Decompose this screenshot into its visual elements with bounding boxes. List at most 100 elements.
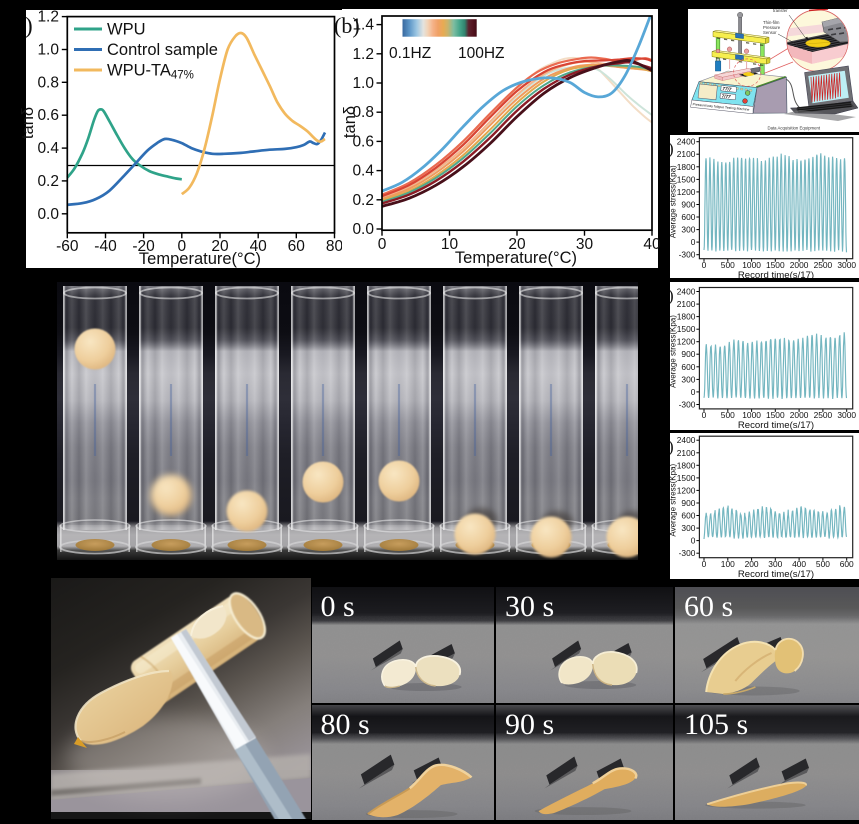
svg-text:600: 600 [840,559,854,569]
svg-text:0: 0 [177,238,186,255]
svg-text:-300: -300 [679,250,696,260]
svg-text:300: 300 [681,523,695,533]
svg-text:1000: 1000 [742,260,761,270]
svg-text:-20: -20 [132,238,155,255]
svg-text:0.8: 0.8 [37,74,59,91]
svg-text:0.4: 0.4 [37,140,59,157]
svg-text:0: 0 [702,260,707,270]
svg-text:0: 0 [691,387,696,397]
svg-text:0.6: 0.6 [37,107,59,124]
svg-text:0.0: 0.0 [352,221,374,238]
svg-text:77/7: 77/7 [722,86,732,92]
svg-text:transfer: transfer [773,9,788,13]
svg-text:30: 30 [576,236,594,253]
svg-text:0.1HZ: 0.1HZ [389,45,431,62]
svg-text:7/77: 7/77 [721,94,731,100]
svg-text:1.2: 1.2 [37,9,59,26]
svg-text:900: 900 [681,200,695,210]
svg-text:2400: 2400 [677,435,696,445]
svg-text:2000: 2000 [790,260,809,270]
svg-text:0.2: 0.2 [37,173,59,190]
svg-text:-60: -60 [56,238,79,255]
svg-text:10: 10 [441,236,459,253]
svg-text:2100: 2100 [677,448,696,458]
svg-text:1800: 1800 [677,162,696,172]
svg-text:2000: 2000 [790,410,809,420]
svg-text:1500: 1500 [766,260,785,270]
svg-text:1200: 1200 [677,337,696,347]
svg-text:1.0: 1.0 [352,75,374,92]
svg-text:600: 600 [681,212,695,222]
svg-text:900: 900 [681,498,695,508]
svg-text:1200: 1200 [677,187,696,197]
svg-text:80: 80 [326,238,344,255]
svg-text:): ) [670,286,674,305]
svg-text:1500: 1500 [677,174,696,184]
svg-text:1500: 1500 [766,410,785,420]
svg-text:0: 0 [702,410,707,420]
svg-text:500: 500 [721,410,735,420]
svg-text:WPU-TA47%: WPU-TA47% [107,62,194,82]
svg-text:1.2: 1.2 [352,46,374,63]
svg-text:20: 20 [211,238,229,255]
svg-text:Control sample: Control sample [107,41,218,59]
svg-text:0: 0 [702,559,707,569]
svg-text:1800: 1800 [677,312,696,322]
svg-text:0: 0 [691,536,696,546]
svg-text:2100: 2100 [677,149,696,159]
svg-text:Pressure: Pressure [763,25,781,30]
svg-text:Record time(s/17): Record time(s/17) [738,270,814,278]
svg-text:Data Acquisition Equipment: Data Acquisition Equipment [768,126,821,131]
svg-text:200: 200 [745,559,759,569]
svg-text:0.2: 0.2 [352,192,374,209]
svg-text:900: 900 [681,349,695,359]
svg-text:): ) [670,139,674,158]
svg-text:0.4: 0.4 [352,163,374,180]
svg-text:-300: -300 [679,400,696,410]
svg-text:1.4: 1.4 [352,17,374,34]
svg-text:): ) [670,437,674,456]
svg-text:WPU: WPU [107,21,146,39]
svg-text:400: 400 [792,559,806,569]
svg-text:1.0: 1.0 [37,42,59,59]
svg-text:100: 100 [721,559,735,569]
svg-text:2400: 2400 [677,137,696,147]
svg-text:500: 500 [721,260,735,270]
svg-text:Record time(s/17): Record time(s/17) [738,420,814,430]
svg-text:0.8: 0.8 [352,104,374,121]
svg-text:Record time(s/17): Record time(s/17) [738,569,814,579]
svg-text:2100: 2100 [677,299,696,309]
svg-text:Average stress(Kpa): Average stress(Kpa) [670,463,678,536]
svg-text:Sensor: Sensor [763,30,777,35]
svg-text:300: 300 [768,559,782,569]
svg-text:Thin-film: Thin-film [763,20,780,25]
svg-text:300: 300 [681,225,695,235]
svg-text:tanδ: tanδ [341,106,359,138]
svg-text:1200: 1200 [677,485,696,495]
svg-text:Average stress(Kpa): Average stress(Kpa) [670,165,678,238]
svg-text:Pressure/way fatigue Testing M: Pressure/way fatigue Testing Machine [692,102,749,111]
svg-text:-300: -300 [679,548,696,558]
svg-text:1500: 1500 [677,473,696,483]
svg-text:(b): (b) [334,13,360,38]
svg-text:600: 600 [681,511,695,521]
svg-text:40: 40 [643,236,661,253]
svg-text:300: 300 [681,374,695,384]
svg-text:500: 500 [816,559,830,569]
svg-text:40: 40 [250,238,268,255]
svg-text:100HZ: 100HZ [458,45,505,62]
svg-text:0.6: 0.6 [352,133,374,150]
svg-text:-40: -40 [94,238,117,255]
svg-text:): ) [25,13,33,38]
svg-text:0.0: 0.0 [37,206,59,223]
svg-text:0: 0 [691,237,696,247]
svg-text:Temperature(°C): Temperature(°C) [455,249,577,267]
svg-text:3000: 3000 [837,260,856,270]
svg-text:2400: 2400 [677,287,696,297]
svg-text:0: 0 [378,236,387,253]
svg-text:3000: 3000 [837,410,856,420]
svg-text:1000: 1000 [742,410,761,420]
svg-text:2500: 2500 [814,260,833,270]
svg-text:1800: 1800 [677,460,696,470]
svg-text:1500: 1500 [677,324,696,334]
